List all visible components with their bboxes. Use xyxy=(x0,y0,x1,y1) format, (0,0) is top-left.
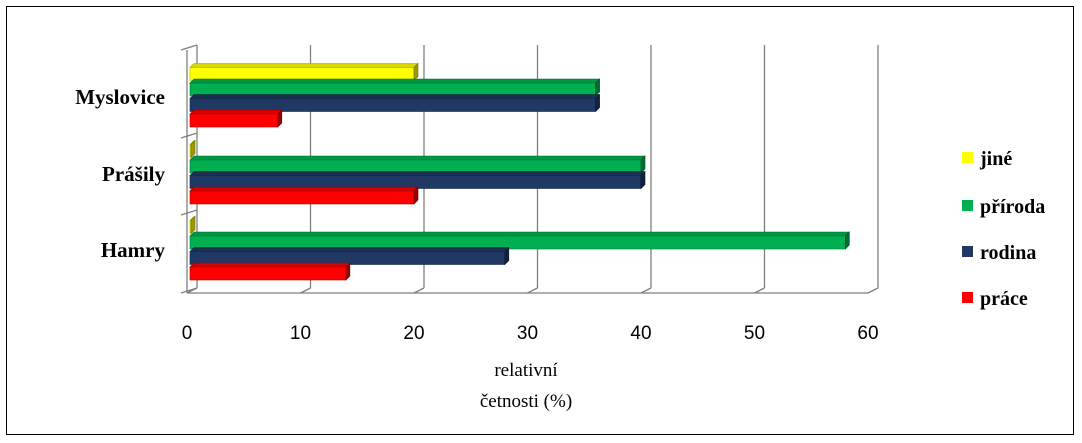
bar-front-face xyxy=(189,113,279,128)
bar-end-face xyxy=(413,186,419,205)
bar-Myslovice-rodina xyxy=(189,93,601,113)
bar-top-face xyxy=(189,247,510,252)
bar-end-face xyxy=(640,170,646,190)
bar-Myslovice-příroda xyxy=(189,78,601,97)
legend-label-rodina: rodina xyxy=(980,242,1036,264)
legend-label-práce: práce xyxy=(980,288,1028,310)
bar-front-face xyxy=(189,98,596,112)
legend: jiné příroda rodina práce xyxy=(962,148,1045,310)
legend-swatch-práce xyxy=(962,292,973,303)
bar-top-face xyxy=(189,262,351,268)
bar-end-face xyxy=(190,139,196,159)
bar-front-face xyxy=(189,82,596,97)
bar-front-face xyxy=(189,67,415,81)
bar-top-face xyxy=(189,109,283,115)
floor-depth-line-20 xyxy=(413,287,425,294)
x-tick-label: 0 xyxy=(182,323,193,344)
x-axis-title-line2: četnosti (%) xyxy=(480,391,572,412)
bar-top-face xyxy=(189,186,419,192)
bar-top-face xyxy=(189,78,601,84)
y-tick-mark xyxy=(180,209,198,216)
legend-label-jiné: jiné xyxy=(979,148,1012,170)
floor-depth-line-50 xyxy=(754,287,765,294)
floor-depth-line-60 xyxy=(867,287,879,294)
floor-depth-line-40 xyxy=(640,287,652,294)
bar-front-face xyxy=(189,251,506,265)
bar-layer xyxy=(189,62,851,281)
y-tick-mark xyxy=(180,44,198,51)
legend-swatch-rodina xyxy=(962,246,973,257)
bar-Hamry-rodina xyxy=(189,246,510,266)
bar-Prášily-příroda xyxy=(189,155,646,174)
bar-end-face xyxy=(413,62,419,82)
chart-frame xyxy=(6,6,1074,435)
bar-Myslovice-práce xyxy=(189,109,283,128)
bar-top-face xyxy=(189,171,646,176)
floor-depth-line-10 xyxy=(300,287,311,294)
bar-top-face xyxy=(189,94,601,99)
bar-Hamry-jiné xyxy=(189,215,196,235)
x-tick-label: 40 xyxy=(630,323,651,344)
bar-end-face xyxy=(277,109,283,128)
bar-top-face xyxy=(189,63,419,68)
x-tick-label: 60 xyxy=(857,323,878,344)
category-label-Prášily: Prášily xyxy=(102,162,165,186)
bar-Prášily-práce xyxy=(189,186,419,205)
bar-front-face xyxy=(189,190,415,205)
bar-end-face xyxy=(504,246,510,266)
bar-top-face xyxy=(189,155,646,161)
bar-end-face xyxy=(640,155,646,174)
x-axis-title-line1: relativní xyxy=(494,360,558,381)
bar-end-face xyxy=(595,93,600,113)
bar-top-face xyxy=(189,231,851,237)
legend-label-příroda: příroda xyxy=(980,196,1045,218)
bar-end-face xyxy=(345,262,351,281)
bar-Myslovice-jiné xyxy=(189,62,419,82)
x-tick-label: 50 xyxy=(744,323,765,344)
bar-front-face xyxy=(189,175,642,189)
label-layer: 0 10 20 30 40 50 60 Myslovice Prášily Hamry xyxy=(75,85,878,344)
y-tick-mark xyxy=(180,287,198,294)
legend-swatch-jiné xyxy=(962,152,973,163)
bar-end-face xyxy=(595,78,600,97)
bar-Prášily-rodina xyxy=(189,170,646,190)
bar-Hamry-práce xyxy=(189,262,351,281)
y-tick-mark xyxy=(180,132,198,139)
x-tick-label: 30 xyxy=(517,323,538,344)
category-label-Hamry: Hamry xyxy=(101,238,166,262)
legend-swatch-příroda xyxy=(962,200,973,211)
x-tick-label: 20 xyxy=(403,323,424,344)
bar-end-face xyxy=(190,215,196,235)
bar-front-face xyxy=(189,159,642,174)
x-tick-label: 10 xyxy=(290,323,311,344)
bar-front-face xyxy=(189,266,347,281)
bar-Prášily-jiné xyxy=(189,139,196,159)
category-label-Myslovice: Myslovice xyxy=(75,85,165,109)
bar-end-face xyxy=(844,231,850,250)
bar-Hamry-příroda xyxy=(189,231,851,250)
bar-front-face xyxy=(189,235,846,250)
floor-depth-line-30 xyxy=(527,287,538,294)
